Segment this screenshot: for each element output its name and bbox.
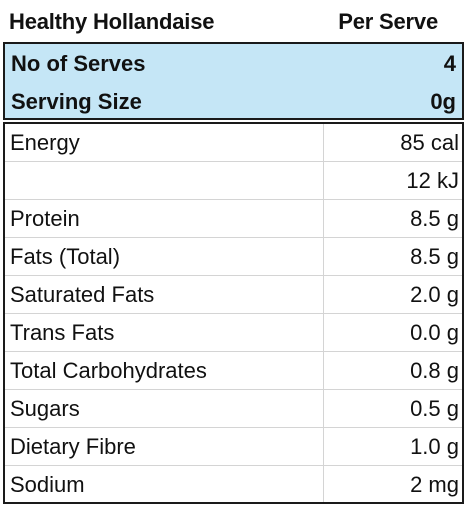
nutrient-name[interactable]: Fats (Total)	[10, 244, 121, 269]
nutrient-name[interactable]: Protein	[10, 206, 80, 231]
per-serve-heading[interactable]: Per Serve	[338, 9, 438, 34]
recipe-title[interactable]: Healthy Hollandaise	[9, 9, 215, 34]
serves-row: No of Serves 4	[5, 44, 462, 82]
nutrient-row-sugars: Sugars 0.5 g	[5, 390, 462, 428]
serving-size-row: Serving Size 0g	[5, 82, 462, 120]
nutrient-value[interactable]: 85 cal	[400, 130, 459, 155]
nutrient-value[interactable]: 2 mg	[410, 472, 459, 497]
nutrient-name[interactable]: Total Carbohydrates	[10, 358, 207, 383]
nutrient-value[interactable]: 8.5 g	[410, 244, 459, 269]
nutrient-table: Energy 85 cal 12 kJ Protein 8.5 g Fats (…	[3, 122, 464, 504]
nutrient-row-total-carbohydrates: Total Carbohydrates 0.8 g	[5, 352, 462, 390]
header-row: Healthy Hollandaise Per Serve	[0, 0, 470, 42]
nutrient-row-dietary-fibre: Dietary Fibre 1.0 g	[5, 428, 462, 466]
nutrient-value[interactable]: 2.0 g	[410, 282, 459, 307]
nutrient-name[interactable]: Sodium	[10, 472, 85, 497]
nutrient-row-energy: Energy 85 cal	[5, 124, 462, 162]
nutrient-value[interactable]: 8.5 g	[410, 206, 459, 231]
serving-size-label[interactable]: Serving Size	[11, 89, 142, 114]
serving-size-value[interactable]: 0g	[430, 89, 456, 114]
serving-info-block: No of Serves 4 Serving Size 0g	[3, 42, 464, 120]
nutrient-value[interactable]: 0.8 g	[410, 358, 459, 383]
nutrient-row-saturated-fats: Saturated Fats 2.0 g	[5, 276, 462, 314]
nutrient-value[interactable]: 0.0 g	[410, 320, 459, 345]
serves-value[interactable]: 4	[443, 51, 456, 76]
nutrient-value[interactable]: 0.5 g	[410, 396, 459, 421]
nutrient-name[interactable]: Sugars	[10, 396, 80, 421]
nutrient-value[interactable]: 1.0 g	[410, 434, 459, 459]
nutrient-name[interactable]: Saturated Fats	[10, 282, 155, 307]
nutrient-name[interactable]: Energy	[10, 130, 80, 155]
nutrient-name[interactable]: Trans Fats	[10, 320, 115, 345]
serves-label[interactable]: No of Serves	[11, 51, 146, 76]
nutrient-row-protein: Protein 8.5 g	[5, 200, 462, 238]
nutrient-row-energy-kj: 12 kJ	[5, 162, 462, 200]
nutrient-value[interactable]: 12 kJ	[406, 168, 459, 193]
nutrient-row-sodium: Sodium 2 mg	[5, 466, 462, 504]
nutrient-row-fats-total: Fats (Total) 8.5 g	[5, 238, 462, 276]
nutrient-name[interactable]: Dietary Fibre	[10, 434, 136, 459]
nutrient-row-trans-fats: Trans Fats 0.0 g	[5, 314, 462, 352]
